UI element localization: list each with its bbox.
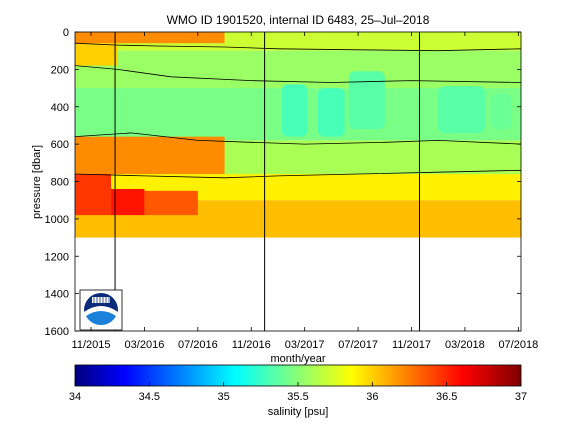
plot-area [74, 31, 522, 332]
profile-markers [114, 32, 421, 331]
colorbar-label: salinity [psu] [268, 406, 329, 418]
y-tick-label-8: 1600 [45, 326, 69, 338]
early-patch-4 [111, 188, 145, 216]
colorbar-tick-label-2: 35 [218, 391, 230, 403]
y-tick-label-1: 200 [51, 64, 69, 76]
contour-line-3 [75, 169, 521, 179]
fresh-core-2 [348, 71, 385, 130]
x-tick-label-4: 03/2017 [285, 339, 325, 351]
x-tick-label-3: 11/2016 [232, 339, 271, 351]
x-axis-label: month/year [270, 353, 325, 365]
noaa-logo [79, 289, 123, 331]
fresh-core-0 [281, 84, 308, 137]
y-tick-label-7: 1400 [45, 289, 69, 301]
y-tick-label-0: 0 [63, 27, 69, 39]
y-tick-label-2: 400 [51, 102, 69, 114]
x-tick-label-2: 07/2016 [178, 339, 218, 351]
x-tick-label-5: 07/2017 [338, 339, 378, 351]
fresh-core-1 [318, 88, 345, 137]
y-axis: 0 200 400 600 800 1000 1200 1400 1600 [45, 27, 521, 338]
y-tick-label-4: 800 [51, 177, 69, 189]
y-axis-label: pressure [dbar] [31, 145, 43, 219]
x-tick-label-0: 11/2015 [72, 339, 111, 351]
colorbar-tick-label-1: 34.5 [139, 391, 160, 403]
y-tick-label-6: 1200 [45, 251, 69, 263]
early-patch-0 [75, 32, 225, 44]
x-tick-label-7: 03/2018 [445, 339, 485, 351]
early-patch-5 [144, 190, 198, 216]
salinity-heatmap [75, 32, 521, 238]
early-patch-2 [75, 136, 225, 175]
salinity-layer-1 [75, 50, 521, 89]
x-tick-label-8: 07/2018 [498, 339, 538, 351]
contour-line-2 [75, 132, 521, 145]
colorbar-tick-label-4: 36 [366, 391, 378, 403]
contour-line-1 [75, 65, 521, 83]
y-tick-label-5: 1000 [45, 214, 69, 226]
contour-line-0 [75, 42, 521, 52]
chart-title: WMO ID 1901520, internal ID 6483, 25–Jul… [167, 13, 430, 27]
colorbar-tick-label-3: 35.5 [287, 391, 308, 403]
colorbar-tick-label-0: 34 [69, 391, 81, 403]
colorbar: 34 34.5 35 35.5 36 36.5 37 salinity [psu] [69, 364, 527, 418]
x-axis: 11/2015 03/2016 07/2016 11/2016 03/2017 07/20… [72, 32, 538, 351]
x-tick-label-1: 03/2016 [125, 339, 165, 351]
early-patch-1 [75, 43, 118, 66]
colorbar-ticks: 34 34.5 35 35.5 36 36.5 37 [69, 382, 527, 403]
colorbar-tick-label-6: 37 [515, 391, 527, 403]
colorbar-tick-label-5: 36.5 [436, 391, 457, 403]
x-tick-label-6: 11/2017 [392, 339, 431, 351]
fresh-core-3 [438, 86, 485, 133]
early-patch-3 [75, 174, 112, 216]
y-tick-label-3: 600 [51, 139, 69, 151]
salinity-contours [75, 42, 521, 179]
fresh-core-4 [491, 93, 512, 130]
